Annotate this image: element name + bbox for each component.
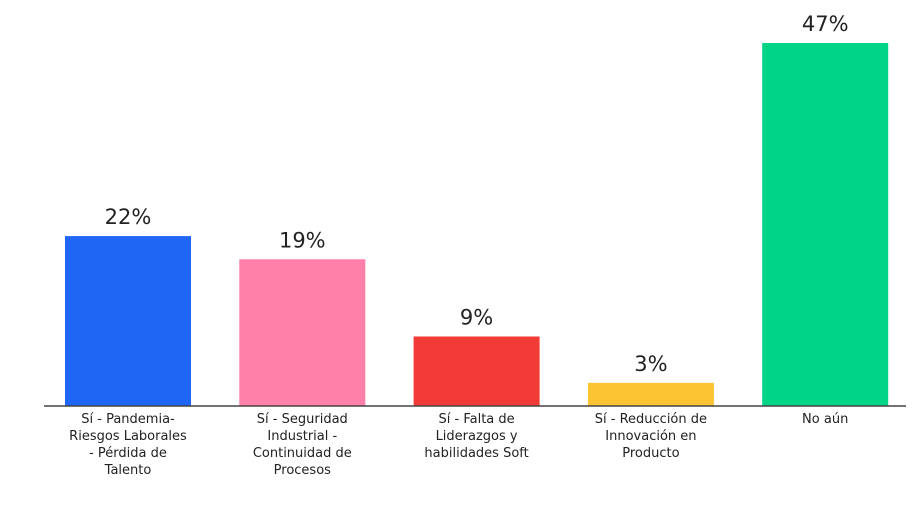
- x-tick-label: No aún: [802, 412, 849, 427]
- x-tick-label: Sí - Falta de Liderazgos y habilidades S…: [424, 412, 529, 461]
- x-tick-label: Sí - Seguridad Industrial - Continuidad …: [252, 412, 352, 478]
- bar: [587, 382, 714, 406]
- bar: [239, 259, 366, 406]
- value-label: 19%: [279, 228, 326, 252]
- value-label: 3%: [634, 352, 667, 376]
- x-tick-label: Sí - Reducción de Innovación en Producto: [594, 412, 708, 461]
- value-label: 9%: [460, 305, 493, 329]
- x-tick-label: Sí - Pandemia- Riesgos Laborales - Pérdi…: [69, 412, 187, 478]
- value-label: 22%: [105, 205, 152, 229]
- value-label: 47%: [802, 12, 849, 36]
- bar: [762, 43, 889, 406]
- bar: [65, 236, 191, 406]
- bar: [413, 336, 540, 406]
